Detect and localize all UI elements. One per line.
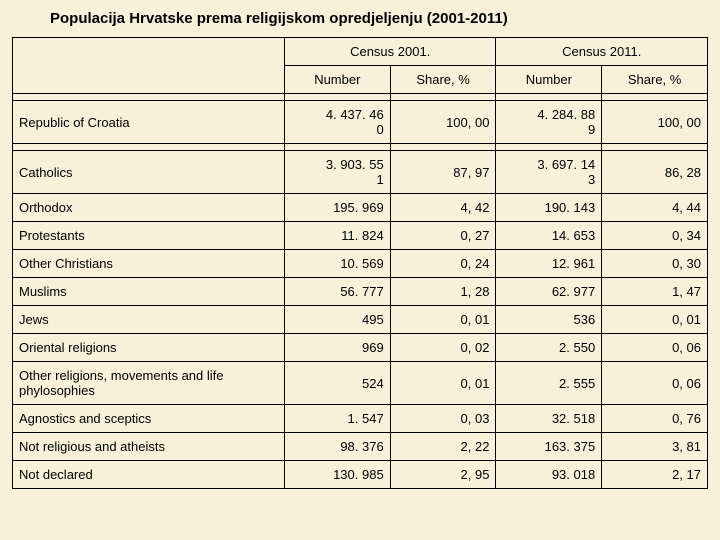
row-label: Other religions, movements and life phyl… xyxy=(13,362,285,405)
row-label: Jews xyxy=(13,306,285,334)
number-2011: 14. 653 xyxy=(496,222,602,250)
share-2001: 0, 01 xyxy=(390,306,496,334)
share-2001: 0, 03 xyxy=(390,405,496,433)
share-2011: 0, 34 xyxy=(602,222,708,250)
number-2001: 98. 376 xyxy=(284,433,390,461)
share-2011: 0, 01 xyxy=(602,306,708,334)
table-row: Other Christians10. 5690, 2412. 9610, 30 xyxy=(13,250,708,278)
table-row: Catholics3. 903. 55187, 973. 697. 14386,… xyxy=(13,151,708,194)
page-title: Populacija Hrvatske prema religijskom op… xyxy=(12,10,708,37)
header-share-2011: Share, % xyxy=(602,66,708,94)
row-label: Muslims xyxy=(13,278,285,306)
number-2011: 62. 977 xyxy=(496,278,602,306)
share-2011: 1, 47 xyxy=(602,278,708,306)
table-row: Not declared130. 9852, 9593. 0182, 17 xyxy=(13,461,708,489)
row-label: Catholics xyxy=(13,151,285,194)
header-census-2011: Census 2011. xyxy=(496,38,708,66)
table-row: Agnostics and sceptics1. 5470, 0332. 518… xyxy=(13,405,708,433)
share-2011: 0, 76 xyxy=(602,405,708,433)
row-label: Agnostics and sceptics xyxy=(13,405,285,433)
table-row: Muslims56. 7771, 2862. 9771, 47 xyxy=(13,278,708,306)
table-row: Jews4950, 015360, 01 xyxy=(13,306,708,334)
table-row: Orthodox195. 9694, 42190. 1434, 44 xyxy=(13,194,708,222)
share-2001: 1, 28 xyxy=(390,278,496,306)
row-label: Not religious and atheists xyxy=(13,433,285,461)
number-2001: 3. 903. 551 xyxy=(284,151,390,194)
share-2011: 0, 06 xyxy=(602,334,708,362)
number-2001: 969 xyxy=(284,334,390,362)
share-2001: 0, 01 xyxy=(390,362,496,405)
table-row: Republic of Croatia4. 437. 460100, 004. … xyxy=(13,101,708,144)
header-blank xyxy=(13,38,285,94)
header-number-2001: Number xyxy=(284,66,390,94)
number-2001: 56. 777 xyxy=(284,278,390,306)
table-row: Not religious and atheists98. 3762, 2216… xyxy=(13,433,708,461)
number-2011: 2. 555 xyxy=(496,362,602,405)
share-2001: 0, 24 xyxy=(390,250,496,278)
number-2001: 195. 969 xyxy=(284,194,390,222)
table-spacer xyxy=(13,144,708,151)
share-2001: 2, 95 xyxy=(390,461,496,489)
number-2001: 130. 985 xyxy=(284,461,390,489)
number-2011: 2. 550 xyxy=(496,334,602,362)
number-2011: 3. 697. 143 xyxy=(496,151,602,194)
number-2011: 536 xyxy=(496,306,602,334)
share-2001: 0, 02 xyxy=(390,334,496,362)
number-2011: 12. 961 xyxy=(496,250,602,278)
share-2011: 100, 00 xyxy=(602,101,708,144)
header-number-2011: Number xyxy=(496,66,602,94)
number-2011: 32. 518 xyxy=(496,405,602,433)
table-row: Protestants11. 8240, 2714. 6530, 34 xyxy=(13,222,708,250)
row-label: Republic of Croatia xyxy=(13,101,285,144)
share-2011: 4, 44 xyxy=(602,194,708,222)
row-label: Orthodox xyxy=(13,194,285,222)
share-2001: 87, 97 xyxy=(390,151,496,194)
table-row: Oriental religions9690, 022. 5500, 06 xyxy=(13,334,708,362)
number-2001: 1. 547 xyxy=(284,405,390,433)
number-2001: 11. 824 xyxy=(284,222,390,250)
census-table: Census 2001. Census 2011. Number Share, … xyxy=(12,37,708,489)
share-2011: 86, 28 xyxy=(602,151,708,194)
number-2011: 163. 375 xyxy=(496,433,602,461)
share-2001: 4, 42 xyxy=(390,194,496,222)
number-2011: 190. 143 xyxy=(496,194,602,222)
number-2001: 495 xyxy=(284,306,390,334)
number-2011: 93. 018 xyxy=(496,461,602,489)
share-2011: 2, 17 xyxy=(602,461,708,489)
number-2001: 10. 569 xyxy=(284,250,390,278)
share-2011: 3, 81 xyxy=(602,433,708,461)
share-2011: 0, 30 xyxy=(602,250,708,278)
share-2001: 2, 22 xyxy=(390,433,496,461)
number-2011: 4. 284. 889 xyxy=(496,101,602,144)
row-label: Oriental religions xyxy=(13,334,285,362)
share-2001: 0, 27 xyxy=(390,222,496,250)
row-label: Not declared xyxy=(13,461,285,489)
number-2001: 524 xyxy=(284,362,390,405)
share-2001: 100, 00 xyxy=(390,101,496,144)
number-2001: 4. 437. 460 xyxy=(284,101,390,144)
header-census-2001: Census 2001. xyxy=(284,38,496,66)
table-row: Other religions, movements and life phyl… xyxy=(13,362,708,405)
row-label: Protestants xyxy=(13,222,285,250)
header-share-2001: Share, % xyxy=(390,66,496,94)
row-label: Other Christians xyxy=(13,250,285,278)
share-2011: 0, 06 xyxy=(602,362,708,405)
